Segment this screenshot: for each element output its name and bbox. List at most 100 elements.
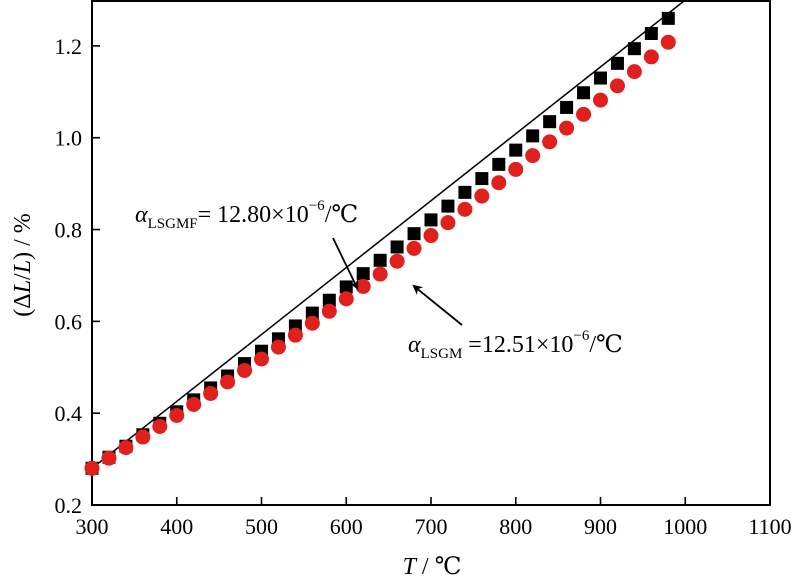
data-point-circle bbox=[660, 34, 676, 50]
annotation-lsgmf-unit: /℃ bbox=[325, 202, 359, 228]
data-point-circle bbox=[237, 362, 253, 378]
x-axis-unit: / ℃ bbox=[416, 554, 462, 578]
annotation-lsgm-arrow bbox=[412, 284, 463, 326]
data-point-square bbox=[407, 227, 421, 241]
x-tick-label: 1000 bbox=[663, 514, 707, 539]
data-point-circle bbox=[270, 339, 286, 355]
annotation-lsgmf-symbol: α bbox=[135, 202, 148, 228]
y-axis-title: (ΔL/L) / % bbox=[10, 213, 36, 316]
axis-ticks bbox=[91, 45, 771, 506]
annotation-lsgm-exponent: −6 bbox=[573, 328, 589, 344]
data-point-square bbox=[594, 71, 607, 85]
annotation-lsgmf-subscript: LSGMF bbox=[148, 216, 198, 232]
annotation-lsgmf: αLSGMF= 12.80×10−6/℃ bbox=[135, 198, 358, 232]
x-axis-title: T / ℃ bbox=[403, 554, 462, 578]
series-0 bbox=[85, 11, 675, 475]
y-axis-suffix: ) / % bbox=[10, 213, 36, 260]
data-point-circle bbox=[474, 188, 490, 204]
data-point-circle bbox=[491, 175, 507, 191]
data-point-circle bbox=[118, 440, 134, 456]
data-point-square bbox=[492, 157, 506, 171]
data-point-circle bbox=[406, 240, 422, 256]
plot-frame bbox=[91, 0, 771, 506]
x-tick-label: 300 bbox=[76, 514, 109, 539]
annotation-lsgm: αLSGM =12.51×10−6/℃ bbox=[408, 328, 623, 362]
y-tick-label: 0.8 bbox=[55, 218, 83, 243]
data-point-circle bbox=[220, 374, 236, 390]
plot-border bbox=[91, 0, 771, 506]
data-point-circle bbox=[101, 450, 117, 466]
data-point-circle bbox=[321, 303, 337, 319]
x-tick-label: 600 bbox=[330, 514, 363, 539]
data-point-circle bbox=[135, 429, 151, 445]
data-point-square bbox=[458, 185, 472, 199]
data-point-circle bbox=[186, 396, 202, 412]
data-point-circle bbox=[440, 215, 456, 231]
annotation-lsgm-unit: /℃ bbox=[589, 332, 623, 358]
data-point-circle bbox=[254, 351, 269, 367]
data-point-square bbox=[543, 115, 557, 129]
y-axis-symbol: L bbox=[10, 280, 36, 294]
data-point-circle bbox=[609, 78, 625, 94]
data-point-square bbox=[305, 306, 319, 320]
data-point-square bbox=[644, 27, 658, 41]
series-group bbox=[84, 11, 676, 476]
data-point-square bbox=[322, 293, 336, 307]
data-point-square bbox=[661, 11, 675, 25]
data-point-circle bbox=[287, 327, 303, 343]
data-point-square bbox=[560, 100, 574, 114]
data-point-circle bbox=[84, 460, 100, 476]
data-point-circle bbox=[626, 64, 642, 80]
tick-labels: 300 400 500 600 700 800 900 1000 1100 0.2 0.4 0.6 0.… bbox=[55, 34, 792, 539]
data-point-circle bbox=[152, 418, 168, 434]
y-tick-label: 0.6 bbox=[55, 309, 83, 334]
data-point-square bbox=[610, 56, 624, 70]
x-tick-label: 800 bbox=[499, 514, 532, 539]
x-tick-label: 900 bbox=[584, 514, 617, 539]
data-point-circle bbox=[372, 266, 388, 282]
y-tick-label: 0.4 bbox=[55, 401, 83, 426]
annotation-lsgm-value: =12.51×10 bbox=[462, 332, 573, 358]
y-tick-label: 1.2 bbox=[55, 34, 83, 59]
series-1 bbox=[84, 34, 676, 476]
y-axis-slash: / bbox=[10, 273, 36, 280]
data-point-circle bbox=[559, 120, 575, 136]
data-point-circle bbox=[338, 291, 354, 307]
y-axis-symbol-2: L bbox=[10, 260, 36, 274]
x-tick-label: 700 bbox=[415, 514, 448, 539]
data-point-circle bbox=[525, 148, 541, 164]
data-point-square bbox=[526, 129, 540, 143]
data-point-circle bbox=[389, 253, 405, 269]
data-point-circle bbox=[643, 49, 659, 65]
data-point-square bbox=[475, 172, 489, 186]
data-point-square bbox=[390, 240, 404, 254]
annotation-lsgm-subscript: LSGM bbox=[421, 346, 463, 362]
data-point-circle bbox=[304, 315, 320, 331]
fit-line bbox=[91, 0, 686, 469]
annotation-lsgmf-exponent: −6 bbox=[309, 198, 325, 214]
fit-line-group bbox=[91, 0, 686, 469]
data-point-square bbox=[627, 42, 641, 56]
data-point-square bbox=[356, 267, 370, 281]
data-point-square bbox=[509, 143, 523, 157]
data-point-circle bbox=[355, 278, 371, 294]
data-point-circle bbox=[169, 407, 185, 423]
data-point-circle bbox=[576, 106, 592, 122]
data-point-square bbox=[577, 86, 591, 100]
y-axis-prefix: (Δ bbox=[10, 293, 36, 316]
y-tick-label: 1.0 bbox=[55, 126, 83, 151]
x-tick-label: 400 bbox=[160, 514, 193, 539]
x-tick-label: 1100 bbox=[748, 514, 791, 539]
data-point-square bbox=[424, 213, 438, 227]
x-axis-symbol: T bbox=[403, 554, 418, 578]
data-point-square bbox=[441, 199, 455, 213]
data-point-circle bbox=[542, 134, 558, 150]
x-tick-label: 500 bbox=[245, 514, 278, 539]
data-point-circle bbox=[203, 385, 219, 401]
y-tick-label: 0.2 bbox=[55, 493, 83, 518]
data-point-circle bbox=[457, 201, 473, 217]
data-point-circle bbox=[508, 161, 524, 177]
data-point-circle bbox=[593, 92, 608, 108]
data-point-circle bbox=[423, 228, 439, 244]
